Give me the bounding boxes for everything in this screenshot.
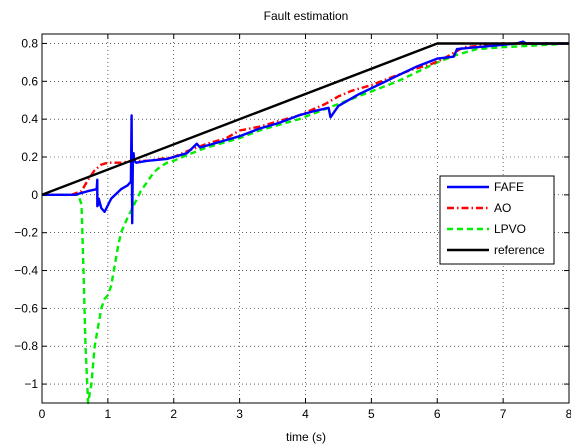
y-tick-label: 0 [31, 188, 38, 202]
x-tick-label: 4 [302, 407, 309, 421]
y-tick-label: 0.2 [21, 150, 38, 164]
y-tick-label: −1 [24, 377, 38, 391]
y-tick-label: 0.4 [21, 112, 38, 126]
x-tick-label: 6 [434, 407, 441, 421]
x-tick-label: 1 [105, 407, 112, 421]
series-line-fafe [42, 40, 569, 225]
legend: FAFE AO LPVO reference [439, 175, 555, 265]
axis-ticks: 0 1 2 3 4 5 6 7 8 −1 −0.8 −0.6 −0.4 −0.2 0 0.2 0.4 0.6 0.8 [14, 34, 571, 421]
y-tick-label: 0.8 [21, 36, 38, 50]
x-tick-label: 0 [39, 407, 46, 421]
series-lines [41, 40, 570, 405]
y-tick-label: −0.2 [14, 226, 38, 240]
series-line-ao [42, 42, 569, 197]
x-tick-label: 2 [170, 407, 177, 421]
x-tick-label: 7 [500, 407, 507, 421]
legend-label-reference: reference [494, 243, 545, 257]
series-line-reference [41, 42, 569, 196]
legend-label-fafe: FAFE [494, 180, 524, 194]
y-tick-label: 0.6 [21, 74, 38, 88]
legend-label-lpvo: LPVO [494, 222, 526, 236]
x-tick-label: 5 [368, 407, 375, 421]
x-tick-label: 3 [236, 407, 243, 421]
y-tick-label: −0.4 [14, 264, 38, 278]
x-axis-label: time (s) [286, 430, 326, 444]
x-tick-label: 8 [566, 407, 571, 421]
series-line-lpvo [42, 42, 570, 405]
legend-label-ao: AO [494, 201, 511, 215]
y-tick-label: −0.6 [14, 301, 38, 315]
y-tick-label: −0.8 [14, 339, 38, 353]
chart-title: Fault estimation [264, 9, 349, 23]
